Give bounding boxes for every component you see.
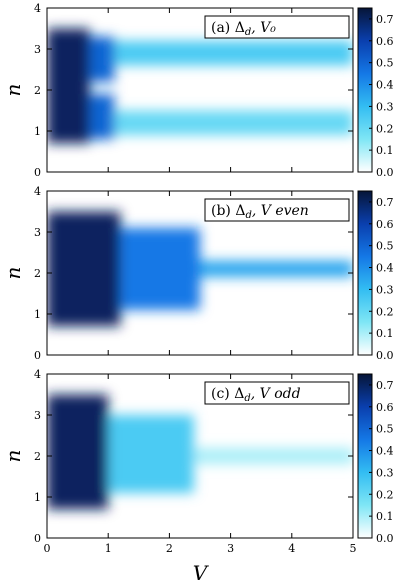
colorbar-tick-label: 0.2 — [376, 305, 394, 318]
x-tick-label: 5 — [350, 542, 357, 555]
y-tick-label: 4 — [34, 368, 41, 381]
x-tick-label: 4 — [288, 542, 295, 555]
colorbar-gradient — [357, 7, 373, 173]
colorbar-tick-label: 0.7 — [376, 196, 394, 209]
y-tick-label: 1 — [34, 125, 41, 138]
colorbar-tick-label: 0.5 — [376, 240, 394, 253]
panel-c: 0 1 2 3 4 n 0 1 2 3 4 5 (c) Δd, V odd 0.0 0.1 0.2 0.3 0.4… — [1, 368, 394, 555]
heatmap-region — [114, 40, 353, 66]
colorbar-tick-label: 0.6 — [376, 401, 394, 414]
colorbar: 0.0 0.1 0.2 0.3 0.4 0.5 0.6 0.7 — [357, 7, 394, 179]
colorbar-tick-label: 0.1 — [376, 144, 394, 157]
y-tick-label: 4 — [34, 185, 41, 198]
colorbar-gradient — [357, 373, 373, 539]
x-tick-label: 3 — [227, 542, 234, 555]
y-tick-label: 2 — [34, 84, 41, 97]
y-tick-label: 2 — [34, 450, 41, 463]
heatmap-cells — [47, 211, 353, 327]
y-axis-label: n — [1, 267, 25, 280]
y-tick-label: 1 — [34, 491, 41, 504]
heatmap-cells — [47, 394, 353, 510]
y-tick-label: 0 — [34, 532, 41, 545]
colorbar-tick-label: 0.0 — [376, 166, 394, 179]
colorbar-tick-label: 0.4 — [376, 79, 394, 92]
heatmap-region — [89, 94, 115, 140]
heatmap-region — [193, 447, 353, 465]
heatmap — [47, 211, 353, 327]
title-box — [204, 15, 350, 39]
heatmap-region — [47, 394, 109, 510]
colorbar-tick-label: 0.2 — [376, 488, 394, 501]
heatmap-region — [120, 227, 200, 310]
colorbar-tick-label: 0.3 — [376, 283, 394, 296]
colorbar-tick-label: 0.2 — [376, 122, 394, 135]
colorbar-tick-label: 0.4 — [376, 445, 394, 458]
panel-title: (b) Δd, V even — [204, 198, 350, 222]
y-tick-label: 3 — [34, 43, 41, 56]
panel-title-text: (c) Δd, V odd — [211, 386, 301, 404]
y-tick-label: 0 — [34, 349, 41, 362]
colorbar-tick-label: 0.7 — [376, 379, 394, 392]
colorbar-tick-label: 0.6 — [376, 218, 394, 231]
y-axis-label: n — [1, 450, 25, 463]
colorbar-tick-label: 0.5 — [376, 423, 394, 436]
heatmap-region — [47, 211, 121, 327]
panels: 0 1 2 3 4 n (a) Δd, V₀ 0.0 0.1 0.2 0.3 0.4 0.5 0.6 0.7… — [1, 2, 394, 555]
panel-title: (c) Δd, V odd — [204, 381, 350, 405]
colorbar-tick-label: 0.7 — [376, 13, 394, 26]
heatmap-region — [200, 260, 353, 278]
colorbar-tick-label: 0.1 — [376, 327, 394, 340]
y-tick-label: 3 — [34, 409, 41, 422]
panel-title-text: (b) Δd, V even — [211, 203, 309, 221]
colorbar-tick-label: 0.0 — [376, 532, 394, 545]
x-axis-label: V — [193, 561, 210, 581]
colorbar-tick-label: 0.6 — [376, 35, 394, 48]
y-tick-label: 0 — [34, 166, 41, 179]
y-tick-label: 2 — [34, 267, 41, 280]
x-tick-label: 1 — [105, 542, 112, 555]
heatmap — [47, 28, 353, 144]
colorbar-gradient — [357, 190, 373, 356]
colorbar-tick-label: 0.3 — [376, 100, 394, 113]
colorbar-tick-label: 0.5 — [376, 57, 394, 70]
panel-title: (a) Δd, V₀ — [204, 15, 350, 39]
heatmap-region — [89, 36, 115, 82]
y-tick-label: 3 — [34, 226, 41, 239]
colorbar-tick-label: 0.3 — [376, 466, 394, 479]
colorbar-tick-label: 0.1 — [376, 510, 394, 523]
title-box — [204, 198, 350, 222]
y-tick-label: 1 — [34, 308, 41, 321]
y-axis-label: n — [1, 84, 25, 97]
heatmap — [47, 394, 353, 510]
heatmap-region — [108, 415, 194, 493]
colorbar: 0.0 0.1 0.2 0.3 0.4 0.5 0.6 0.7 — [357, 190, 394, 362]
x-tick-label: 2 — [166, 542, 173, 555]
y-tick-label: 4 — [34, 2, 41, 15]
title-box — [204, 381, 350, 405]
x-tick-label: 0 — [44, 542, 51, 555]
colorbar-tick-label: 0.4 — [376, 262, 394, 275]
heatmap-region — [47, 28, 90, 144]
colorbar-tick-label: 0.0 — [376, 349, 394, 362]
panel-title-text: (a) Δd, V₀ — [211, 20, 276, 38]
heatmap-cells — [47, 28, 353, 144]
heatmap-region — [114, 110, 353, 136]
colorbar: 0.0 0.1 0.2 0.3 0.4 0.5 0.6 0.7 — [357, 373, 394, 545]
panel-a: 0 1 2 3 4 n (a) Δd, V₀ 0.0 0.1 0.2 0.3 0.4 0.5 0.6 0.7 — [1, 2, 394, 179]
